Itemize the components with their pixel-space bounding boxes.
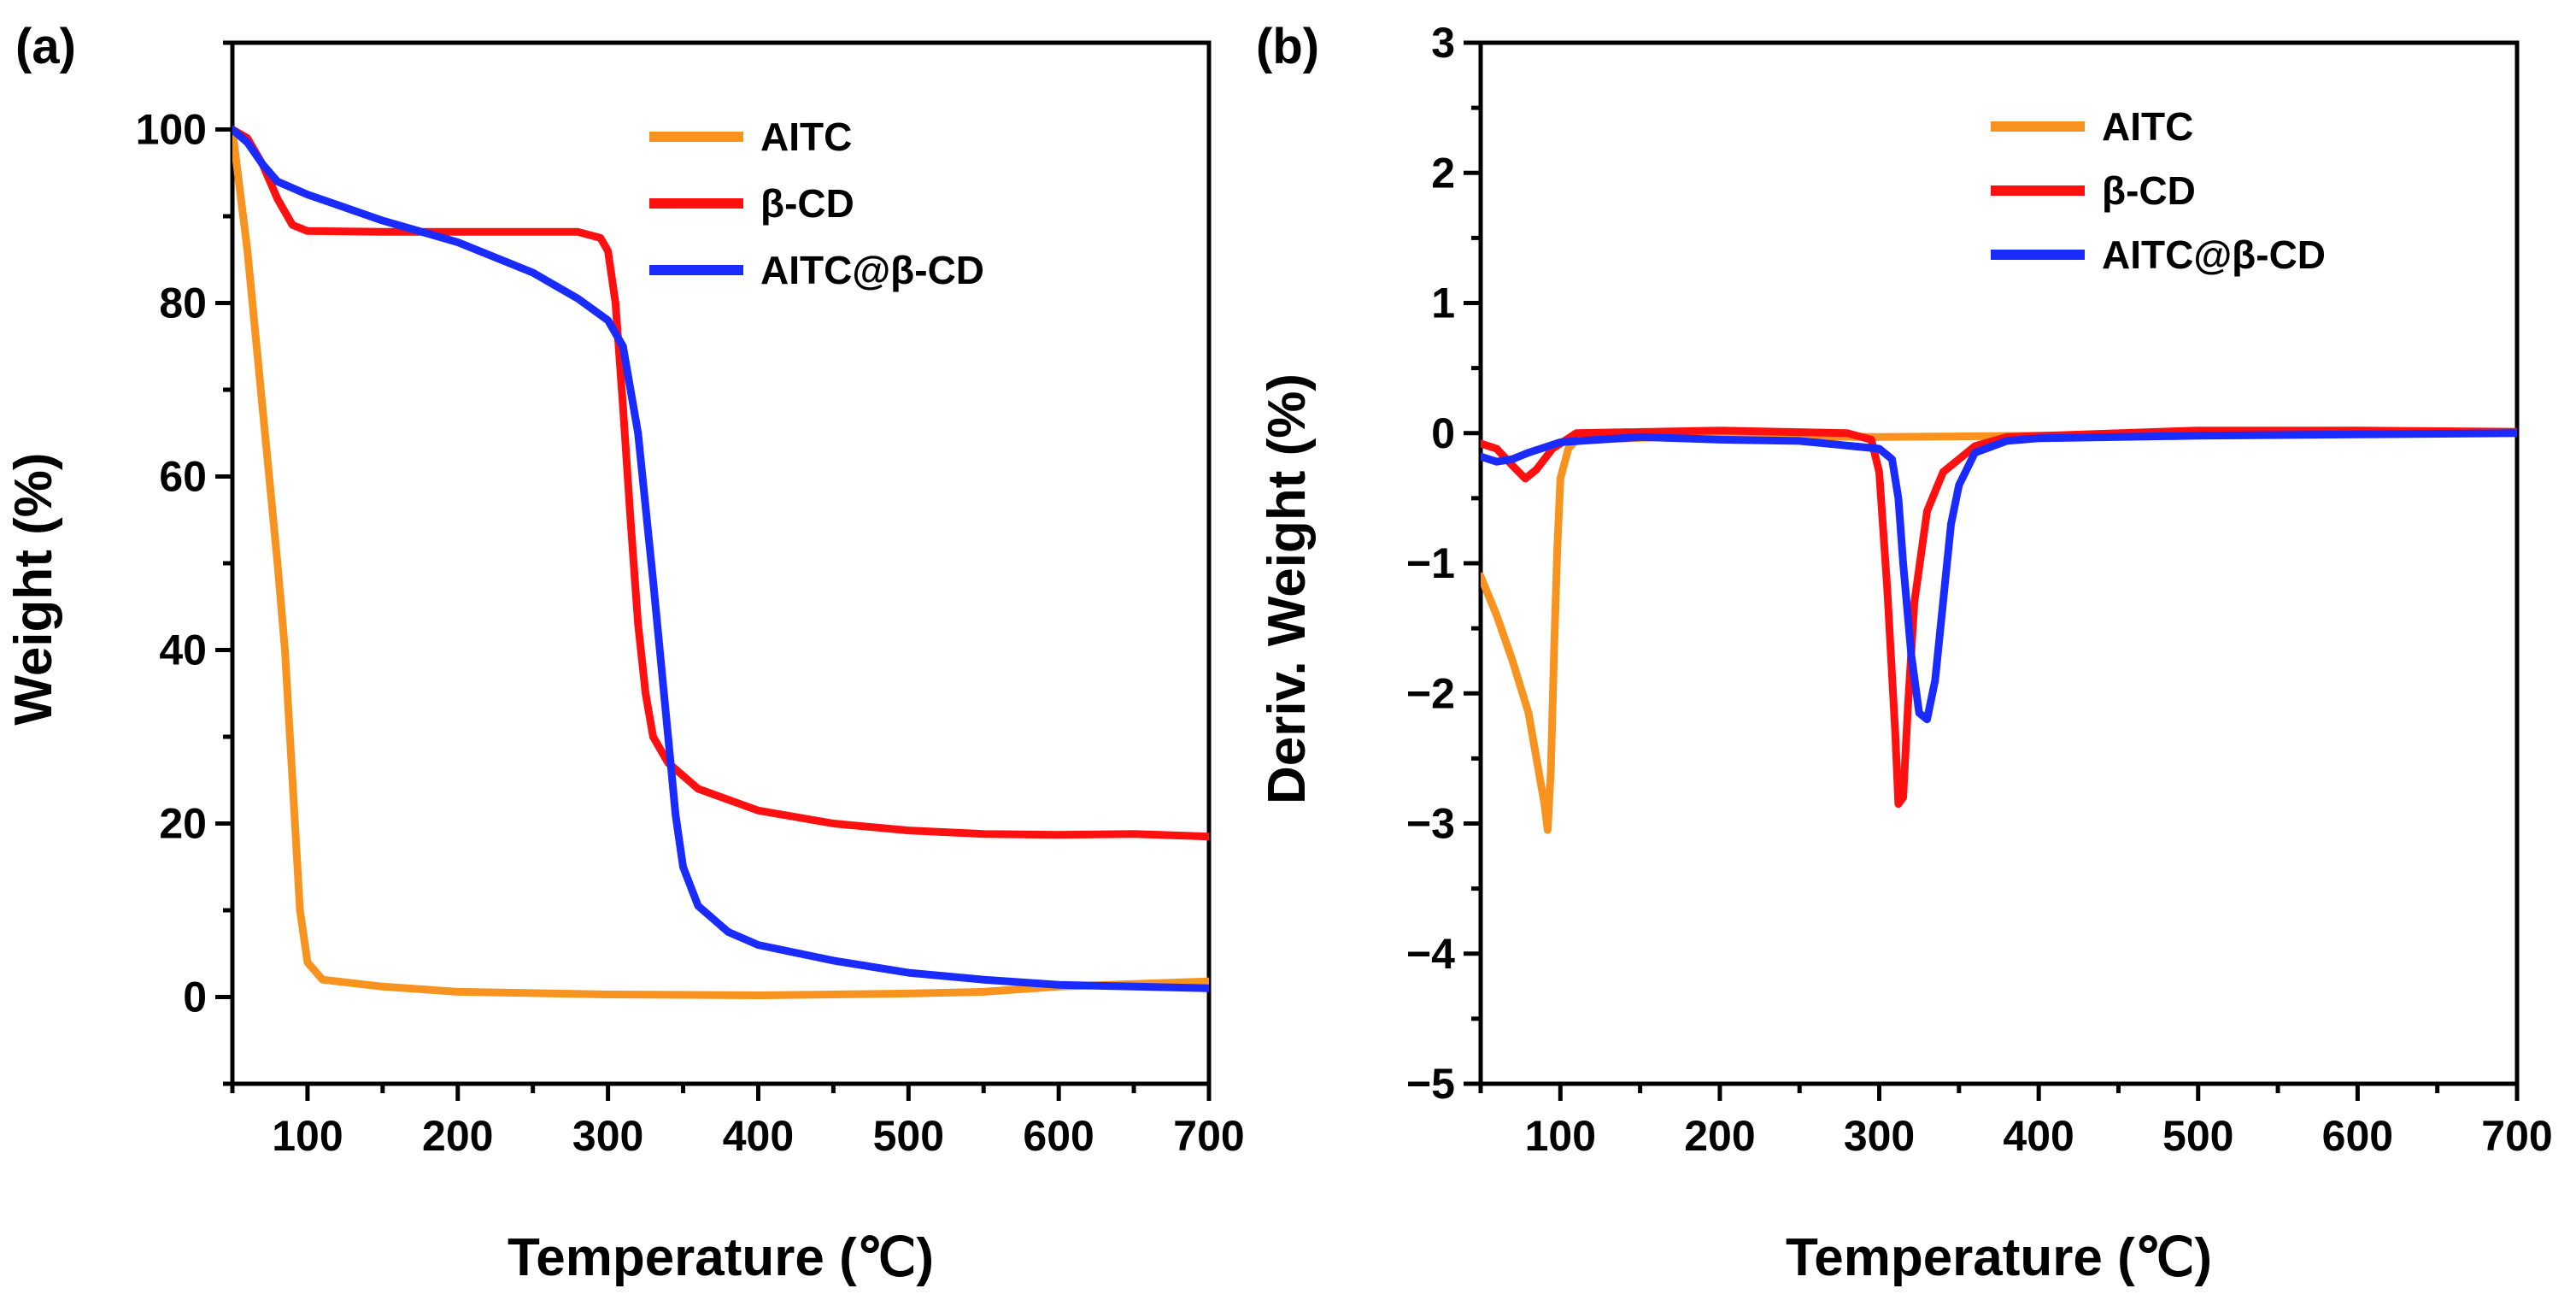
x-tick-label: 600 (1023, 1112, 1094, 1160)
legend-label: AITC (2102, 104, 2193, 149)
panel-a-weight-chart: (a) 100 200 300 400 500 600 700 0 20 40 60 80 100 AI… (4, 19, 1245, 1287)
x-tick-label: 400 (723, 1112, 794, 1160)
x-tick-label: 100 (272, 1112, 343, 1160)
panel-b-x-axis-title: Temperature (℃) (1786, 1228, 2212, 1287)
x-tick-label: 200 (1684, 1112, 1755, 1160)
x-tick-label: 100 (1525, 1112, 1596, 1160)
x-tick-label: 500 (873, 1112, 944, 1160)
series-line-AITC (232, 126, 1209, 999)
y-tick-label: 20 (159, 800, 207, 848)
panel-b-series-group (1481, 427, 2517, 834)
legend-label: β-CD (2102, 168, 2196, 213)
panel-a-axes: 100 200 300 400 500 600 700 0 20 40 60 80 100 (136, 40, 1245, 1160)
y-tick-label: −3 (1406, 800, 1455, 848)
panel-b-frame (1478, 40, 2520, 1086)
y-tick-label: 100 (136, 106, 207, 154)
y-tick-label: 60 (159, 453, 207, 501)
y-tick-label: 3 (1431, 19, 1455, 67)
x-tick-label: 600 (2322, 1112, 2393, 1160)
panel-a-series-group (232, 126, 1209, 999)
legend-label: β-CD (760, 181, 854, 226)
x-tick-label: 500 (2162, 1112, 2233, 1160)
series-line-AITC@β-CD (232, 126, 1209, 992)
y-tick-label: −2 (1406, 669, 1455, 717)
y-tick-label: 80 (159, 279, 207, 327)
y-tick-label: 40 (159, 627, 207, 674)
panel-b-y-axis-title: Deriv. Weight (%) (1258, 374, 1317, 804)
panel-b-legend: AITC β-CD AITC@β-CD (1991, 104, 2326, 277)
series-line-AITC@β-CD (1481, 429, 2517, 724)
x-tick-label: 200 (422, 1112, 493, 1160)
series-line-β-CD (232, 126, 1209, 841)
legend-label: AITC@β-CD (2102, 232, 2326, 277)
y-tick-label: 2 (1431, 149, 1455, 197)
panel-a-legend: AITC β-CD AITC@β-CD (649, 115, 984, 292)
panel-a-label: (a) (15, 19, 76, 74)
y-tick-label: −4 (1406, 930, 1455, 978)
x-tick-label: 300 (572, 1112, 643, 1160)
y-tick-label: −1 (1406, 539, 1455, 587)
y-tick-label: −5 (1406, 1060, 1455, 1108)
panel-b-deriv-weight-chart: (b) 100 200 300 400 500 600 700−5−4−3−2−10123 … (1256, 19, 2553, 1287)
x-tick-label: 400 (2003, 1112, 2074, 1160)
panel-b-axes: 100 200 300 400 500 600 700 −5 −4 −3 −2 −1 0 1 2 3 (1406, 19, 2553, 1160)
panel-a-x-axis-title: Temperature (℃) (508, 1228, 934, 1287)
series-line-β-CD (1481, 427, 2517, 809)
series-line-AITC (1481, 427, 2517, 834)
x-tick-label: 700 (1173, 1112, 1244, 1160)
y-tick-label: 1 (1431, 279, 1455, 327)
panel-b-label: (b) (1256, 19, 1319, 74)
y-tick-label: 0 (183, 974, 207, 1021)
legend-label: AITC (760, 115, 852, 159)
panel-a-y-axis-title: Weight (%) (4, 452, 63, 725)
x-tick-label: 700 (2481, 1112, 2552, 1160)
x-tick-label: 300 (1844, 1112, 1915, 1160)
y-tick-label: 0 (1431, 409, 1455, 457)
legend-label: AITC@β-CD (760, 248, 984, 292)
